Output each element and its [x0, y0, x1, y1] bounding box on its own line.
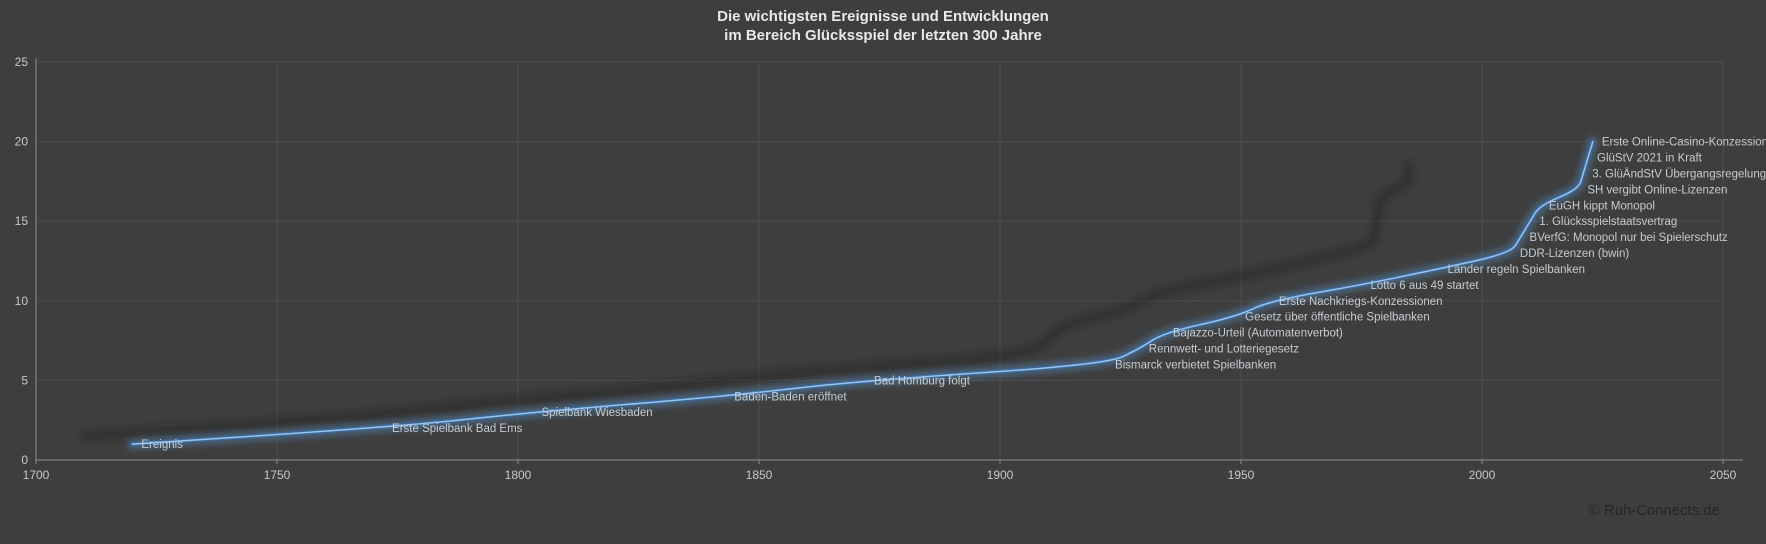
event-label: GlüStV 2021 in Kraft [1597, 153, 1703, 165]
x-axis-tick-label: 1850 [746, 468, 773, 482]
event-label: Bajazzo-Urteil (Automatenverbot) [1173, 328, 1343, 340]
event-label: Ereignis [141, 439, 183, 451]
event-label: 1. Glücksspielstaatsvertrag [1539, 216, 1677, 228]
event-label: DDR-Lizenzen (bwin) [1520, 248, 1629, 260]
gridlines [36, 61, 1724, 460]
chart-title-line2: im Bereich Glücksspiel der letzten 300 J… [724, 27, 1042, 44]
y-axis-tick-label: 20 [15, 135, 29, 149]
copyright-watermark: © Ruh-Connects.de [1589, 503, 1720, 519]
event-label: Erste Online-Casino-Konzessionen [1602, 137, 1766, 149]
y-axis-tick-label: 5 [21, 373, 28, 387]
y-axis-tick-label: 10 [15, 294, 29, 308]
event-label: Gesetz über öffentliche Spielbanken [1245, 312, 1430, 324]
y-axis-tick-label: 25 [15, 55, 29, 69]
event-label: Baden-Baden eröffnet [734, 391, 847, 403]
event-label: Bismarck verbietet Spielbanken [1115, 359, 1276, 371]
event-labels: Ereignis Erste Spielbank Bad Ems Spielbank… [141, 137, 1766, 451]
event-label: Rennwett- und Lotteriegesetz [1149, 344, 1299, 356]
event-label: SH vergibt Online-Lizenzen [1587, 184, 1727, 196]
x-axis-tick-label: 1900 [987, 468, 1014, 482]
event-line-main [130, 139, 1595, 447]
chart-title-line1: Die wichtigsten Ereignisse und Entwicklu… [717, 8, 1049, 25]
event-label: BVerfG: Monopol nur bei Spielerschutz [1530, 232, 1728, 244]
event-label: Spielbank Wiesbaden [541, 407, 652, 419]
event-label: Erste Nachkriegs-Konzessionen [1279, 296, 1443, 308]
event-label: EuGH kippt Monopol [1549, 200, 1655, 212]
y-axis-tick-label: 15 [15, 214, 29, 228]
x-axis-tick-label: 1700 [23, 468, 50, 482]
line-shadow-path [81, 162, 1413, 440]
x-axis-tick-label: 2000 [1469, 468, 1496, 482]
event-label: 3. GlüÄndStV Übergangsregelung [1592, 168, 1766, 180]
axes: 1700 1750 1800 1850 1900 1950 2000 2050 0 5 10 15 20… [15, 55, 1743, 482]
x-axis-tick-label: 1800 [505, 468, 532, 482]
line-shadow [81, 162, 1413, 440]
chart-title: Die wichtigsten Ereignisse und Entwicklu… [0, 7, 1766, 45]
event-label: Erste Spielbank Bad Ems [392, 423, 523, 435]
y-axis-tick-label: 0 [21, 453, 28, 467]
event-line-glow [126, 136, 1599, 450]
event-label: Länder regeln Spielbanken [1448, 264, 1585, 276]
event-label: Bad Homburg folgt [874, 375, 971, 387]
x-axis-tick-label: 1750 [264, 468, 291, 482]
event-label: Lotto 6 aus 49 startet [1371, 280, 1480, 292]
x-axis-tick-label: 2050 [1710, 468, 1737, 482]
x-axis-tick-label: 1950 [1228, 468, 1255, 482]
event-line-core [131, 140, 1594, 445]
event-line [126, 136, 1599, 450]
